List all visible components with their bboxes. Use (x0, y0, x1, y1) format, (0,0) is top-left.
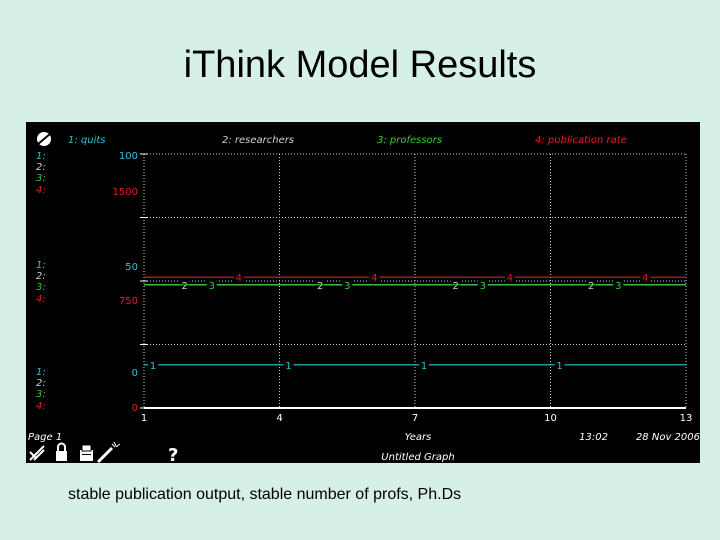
printer-icon[interactable] (80, 444, 93, 461)
lock-icon[interactable] (56, 442, 67, 462)
series-marker-bg (613, 278, 624, 291)
time-label: 13:02 (579, 432, 608, 443)
slide-caption: stable publication output, stable number… (68, 486, 462, 503)
series-marker-bg (148, 358, 159, 371)
magic-wand-icon[interactable] (96, 441, 121, 463)
plot-grid (140, 153, 687, 409)
svg-text:1:: 1: (36, 260, 46, 271)
help-icon[interactable]: ? (168, 445, 178, 463)
series-marker-bg (283, 358, 294, 371)
scale-icon[interactable] (37, 132, 51, 146)
x-tick-label: 13 (680, 413, 693, 424)
svg-text:3:: 3: (36, 173, 46, 184)
y-tick-series1-mid: 50 (125, 262, 138, 273)
x-tick-label: 4 (276, 413, 282, 424)
svg-text:4:: 4: (36, 185, 46, 196)
series-marker-bg (342, 278, 353, 291)
series-marker-1: 1 (285, 361, 291, 372)
series-marker-bg (233, 271, 244, 284)
legend-professors: 3: professors (377, 135, 442, 146)
series-marker-3: 3 (480, 281, 486, 292)
svg-text:4:: 4: (36, 294, 46, 305)
series-marker-bg (369, 271, 380, 284)
y-scale-bottom: 1: 2: 3: 4: 0 0 (36, 367, 138, 414)
y-tick-series4-bottom: 0 (132, 403, 138, 414)
series-marker-bg (640, 271, 651, 284)
svg-text:2:: 2: (36, 162, 46, 173)
series-marker-1: 1 (421, 361, 427, 372)
svg-text:3:: 3: (36, 389, 46, 400)
series-marker-3: 3 (615, 281, 621, 292)
series-marker-4: 4 (642, 273, 648, 284)
svg-text:1:: 1: (36, 151, 46, 162)
series-marker-bg (206, 278, 217, 291)
svg-text:4:: 4: (36, 401, 46, 412)
y-tick-series4-mid: 750 (119, 296, 138, 307)
series-marker-bg (504, 271, 515, 284)
graph-canvas: 1: quits 2: researchers 3: professors 4:… (28, 132, 700, 463)
svg-text:2:: 2: (36, 378, 46, 389)
series-marker-2: 2 (588, 281, 594, 292)
x-tick-label: 7 (412, 413, 418, 424)
x-tick-labels: 1 4 7 10 13 (141, 413, 693, 424)
slide-title: iThink Model Results (183, 44, 537, 86)
svg-text:1:: 1: (36, 367, 46, 378)
y-tick-series1-bottom: 0 (132, 368, 138, 379)
x-axis-label: Years (405, 432, 432, 443)
series-marker-2: 2 (317, 281, 323, 292)
graph-name: Untitled Graph (381, 452, 454, 463)
date-label: 28 Nov 2006 (636, 432, 700, 443)
page-label[interactable]: Page 1 (28, 432, 62, 443)
legend-publication-rate: 4: publication rate (535, 135, 627, 146)
series-marker-4: 4 (507, 273, 513, 284)
y-tick-series1-top: 100 (119, 151, 138, 162)
y-scale-mid: 1: 2: 3: 4: 50 750 (36, 260, 138, 307)
svg-text:3:: 3: (36, 282, 46, 293)
series-marker-bg (554, 358, 565, 371)
graph-window: 1: quits 2: researchers 3: professors 4:… (26, 122, 700, 463)
series-marker-bg (419, 358, 430, 371)
svg-text:2:: 2: (36, 271, 46, 282)
x-tick-label: 10 (544, 413, 557, 424)
series-marker-4: 4 (371, 273, 377, 284)
y-scale-top: 1: 2: 3: 4: 100 1500 (36, 151, 138, 198)
series-marker-3: 3 (209, 281, 215, 292)
series-marker-4: 4 (236, 273, 242, 284)
x-tick-label: 1 (141, 413, 147, 424)
series-marker-1: 1 (150, 361, 156, 372)
series-marker-bg (477, 278, 488, 291)
y-tick-series4-top: 1500 (113, 187, 138, 198)
series-marker-2: 2 (452, 281, 458, 292)
legend-quits: 1: quits (68, 135, 106, 146)
series-marker-1: 1 (556, 361, 562, 372)
legend-researchers: 2: researchers (222, 135, 294, 146)
scale-tool-icon[interactable] (28, 444, 46, 462)
series-marker-3: 3 (344, 281, 350, 292)
plot-series: 1 1 1 1 2 2 2 2 3 3 3 3 4 4 4 4 (144, 271, 686, 372)
series-marker-2: 2 (181, 281, 187, 292)
